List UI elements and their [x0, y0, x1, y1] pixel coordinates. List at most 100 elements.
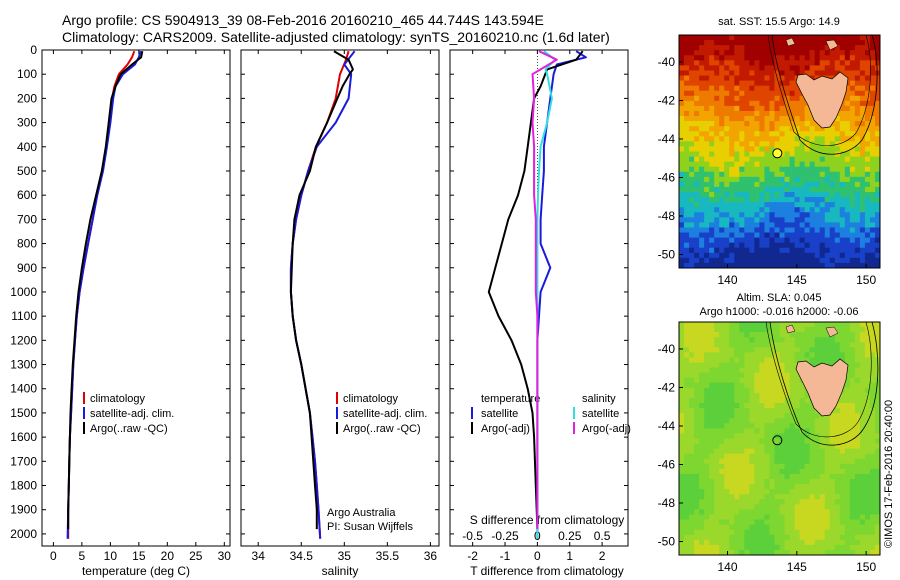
map-cell — [699, 262, 705, 268]
map-cell — [699, 176, 705, 183]
map-cell — [764, 362, 770, 368]
map-cell — [814, 544, 821, 551]
map-cell — [759, 207, 765, 213]
map-cell — [794, 342, 801, 348]
map-cell — [859, 534, 866, 541]
map-cell — [704, 352, 710, 358]
map-cell — [719, 121, 725, 127]
map-cell — [744, 408, 750, 414]
map-cell — [834, 222, 841, 228]
map-cell — [779, 357, 785, 363]
map-cell — [754, 247, 760, 254]
map-cell — [789, 262, 795, 268]
map-cell — [679, 539, 685, 546]
map-cell — [679, 443, 685, 450]
map-cell — [864, 227, 871, 233]
map-cell — [744, 392, 750, 399]
map-cell — [719, 509, 725, 515]
map-cell — [804, 448, 811, 455]
map-cell — [689, 131, 695, 137]
map-cell — [834, 60, 841, 66]
map-cell — [724, 257, 730, 264]
map-cell — [874, 45, 880, 51]
map-cell — [784, 121, 790, 127]
map-cell — [759, 387, 765, 394]
map-cell — [699, 70, 705, 76]
map-cell — [789, 484, 795, 490]
map-cell — [744, 494, 750, 500]
tasmania-island-sla — [795, 358, 849, 417]
map-cell — [714, 387, 720, 394]
map-cell — [714, 443, 720, 450]
map-cell — [694, 529, 700, 536]
map-cell — [754, 121, 760, 127]
map-cell — [864, 423, 871, 429]
map-cell — [769, 126, 775, 132]
map-cell — [759, 549, 765, 555]
map-cell — [794, 534, 801, 541]
map-cell — [754, 70, 760, 76]
map-cell — [729, 110, 735, 117]
map-cell — [799, 257, 806, 264]
map-cell — [844, 166, 851, 173]
map-cell — [809, 509, 816, 515]
map-cell — [779, 227, 785, 233]
map-cell — [679, 247, 685, 254]
map-cell — [809, 539, 816, 546]
map-cell — [789, 549, 795, 555]
map-cell — [704, 473, 710, 480]
map-cell — [804, 242, 811, 249]
map-cell — [704, 45, 710, 51]
map-cell — [794, 408, 801, 414]
x-tick-label: -2 — [467, 549, 478, 563]
map-cell — [849, 509, 856, 515]
map-cell — [694, 217, 700, 223]
map-cell — [804, 514, 811, 520]
map-cell — [684, 403, 690, 409]
map-cell — [849, 504, 856, 510]
map-cell — [874, 448, 880, 455]
map-cell — [774, 45, 780, 51]
map-cell — [749, 428, 755, 434]
map-cell — [809, 337, 816, 343]
map-cell — [699, 473, 705, 480]
map-cell — [874, 85, 880, 92]
map-cell — [804, 146, 811, 152]
map-cell — [744, 322, 750, 328]
map-cell — [699, 55, 705, 61]
map-cell — [809, 186, 816, 193]
map-cell — [764, 105, 770, 112]
map-cell — [684, 468, 690, 475]
map-cell — [704, 257, 710, 264]
map-cell — [704, 100, 710, 107]
map-cell — [819, 50, 826, 56]
map-cell — [744, 161, 750, 168]
map-cell — [754, 90, 760, 97]
map-cell — [774, 197, 780, 203]
map-cell — [719, 468, 725, 475]
map-cell — [864, 463, 871, 470]
map-cell — [869, 357, 876, 363]
map-cell — [804, 110, 811, 117]
map-cell — [704, 242, 710, 249]
map-cell — [829, 428, 836, 434]
map-cell — [799, 247, 806, 254]
map-cell — [804, 397, 811, 404]
map-cell — [869, 80, 876, 87]
map-cell — [744, 156, 750, 163]
map-cell — [844, 428, 851, 434]
map-cell — [744, 337, 750, 343]
map-cell — [749, 40, 755, 46]
map-cell — [734, 247, 740, 254]
map-cell — [784, 136, 790, 142]
map-cell — [834, 549, 841, 555]
map-cell — [849, 347, 856, 353]
map-cell — [869, 171, 876, 178]
map-cell — [694, 519, 700, 526]
map-cell — [844, 207, 851, 213]
map-cell — [714, 35, 720, 41]
map-cell — [859, 367, 866, 374]
map-cell — [779, 468, 785, 475]
map-cell — [834, 161, 841, 168]
map-cell — [694, 392, 700, 399]
